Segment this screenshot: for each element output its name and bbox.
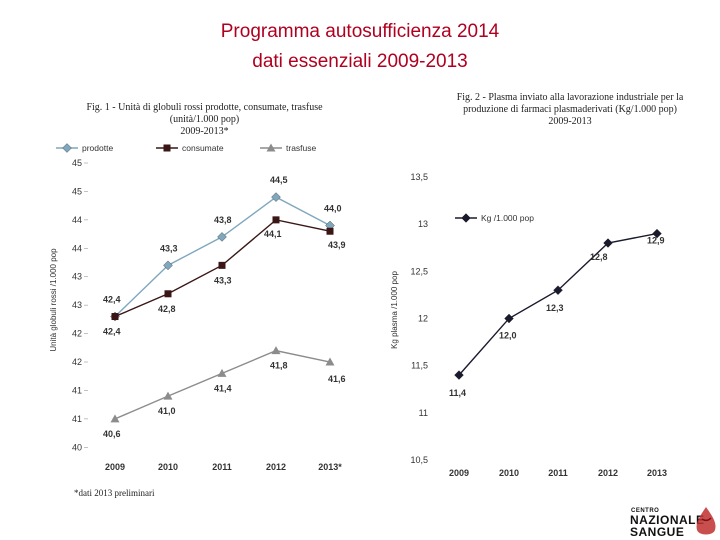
chart2-xtick-label: 2013 xyxy=(647,468,667,478)
fig1-title-line: (unità/1.000 pop) xyxy=(169,114,240,125)
chart2-xtick-label: 2010 xyxy=(499,468,519,478)
chart1-data-point xyxy=(218,261,226,269)
chart1-xtick-label: 2009 xyxy=(105,462,125,472)
legend-marker-kg xyxy=(461,213,471,223)
chart2-data-label: 12,8 xyxy=(590,252,608,262)
chart1-data-label: 41,6 xyxy=(328,374,346,384)
chart1-data-label: 43,3 xyxy=(214,275,232,285)
chart1-xtick-label: 2013* xyxy=(318,462,342,472)
chart1-data-label: 40,6 xyxy=(103,429,121,439)
chart1-data-label: 44,0 xyxy=(324,204,342,214)
legend-label-trasfuse: trasfuse xyxy=(286,143,317,153)
chart1-data-label: 41,8 xyxy=(270,361,288,371)
chart1-xtick-label: 2011 xyxy=(212,462,232,472)
legend-label-prodotte: prodotte xyxy=(82,143,113,153)
chart1-data-point xyxy=(271,346,281,355)
chart2-data-point xyxy=(454,370,464,380)
slide-title-line1: Programma autosufficienza 2014 xyxy=(220,21,500,42)
chart2-data-label: 12,0 xyxy=(499,331,517,341)
chart1-data-label: 41,4 xyxy=(214,383,232,393)
chart2-ytick-label: 11,5 xyxy=(411,361,428,371)
chart2-xtick-label: 2011 xyxy=(548,468,568,478)
chart2-ylabel: Kg plasma /1.000 pop xyxy=(390,271,399,349)
chart2-ytick-label: 12,5 xyxy=(410,266,428,276)
chart1-ytick-label: 43 xyxy=(72,272,82,282)
chart1-ylabel: Unità globuli rossi /1.000 pop xyxy=(49,248,58,352)
chart1-data-label: 42,4 xyxy=(103,327,121,337)
logo-drop-icon xyxy=(696,507,716,535)
chart2-data-point xyxy=(652,228,662,239)
fig2-title-line: produzione di farmaci plasmaderivati (Kg… xyxy=(463,104,677,115)
chart1-ytick-label: 43 xyxy=(72,300,82,310)
chart1-data-point xyxy=(110,414,120,423)
chart1-ytick-label: 42 xyxy=(72,329,82,339)
chart1-data-label: 41,0 xyxy=(158,406,176,416)
logo-text-line1: NAZIONALE xyxy=(630,513,705,527)
chart2-data-label: 11,4 xyxy=(449,388,466,398)
chart2-data-point xyxy=(504,313,514,324)
legend-marker-consumate xyxy=(163,144,171,152)
chart2-ytick-label: 11 xyxy=(419,408,428,418)
chart1-xtick-label: 2010 xyxy=(158,462,178,472)
chart2-ytick-label: 12 xyxy=(418,314,428,324)
footnote: *dati 2013 preliminari xyxy=(74,488,155,498)
chart1-data-point xyxy=(272,216,280,224)
chart1-data-label: 42,4 xyxy=(103,295,121,305)
chart1-data-point xyxy=(271,192,281,202)
fig1-title: Fig. 1 - Unità di globuli rossi prodotte… xyxy=(82,102,327,138)
chart2-xtick-label: 2009 xyxy=(449,468,469,478)
chart1-data-label: 43,3 xyxy=(160,243,178,253)
chart2-ytick-label: 13,5 xyxy=(410,172,428,182)
chart2-xtick-label: 2012 xyxy=(598,468,618,478)
chart2-ytick-label: 10,5 xyxy=(410,455,428,465)
chart1-ytick-label: 41 xyxy=(72,385,82,395)
chart1-data-label: 42,8 xyxy=(158,304,176,314)
chart2-data-label: 12,3 xyxy=(546,303,564,313)
chart1-data-point xyxy=(326,227,334,235)
chart1-data-label: 44,1 xyxy=(264,229,282,239)
chart2-data-point xyxy=(603,238,613,248)
fig2-title: Fig. 2 - Plasma inviato alla lavorazione… xyxy=(452,92,688,128)
fig1-title-line: Fig. 1 - Unità di globuli rossi prodotte… xyxy=(86,102,323,113)
chart2-data-label: 12,9 xyxy=(647,236,665,246)
chart1-data-point xyxy=(217,232,227,242)
legend-label-consumate: consumate xyxy=(182,143,224,153)
chart1-data-point xyxy=(163,260,173,271)
chart1-ytick-label: 44 xyxy=(72,243,82,253)
fig2-title-line: 2009-2013 xyxy=(548,116,592,127)
logo-small-text: CENTRO xyxy=(631,508,660,514)
chart1-ytick-label: 45 xyxy=(72,186,82,196)
chart1-data-point xyxy=(325,357,335,366)
chart1-data-label: 44,5 xyxy=(270,175,288,185)
chart1-data-label: 43,8 xyxy=(214,215,232,225)
slide-title-line2: dati essenziali 2009-2013 xyxy=(252,51,468,72)
chart1-ytick-label: 41 xyxy=(72,414,82,424)
chart1-data-point xyxy=(164,290,172,298)
fig2-title-line: Fig. 2 - Plasma inviato alla lavorazione… xyxy=(456,92,684,103)
legend-marker-trasfuse xyxy=(266,143,276,152)
chart1-data-label: 43,9 xyxy=(328,240,346,250)
legend-marker-prodotte xyxy=(62,143,72,153)
chart1-data-point xyxy=(217,368,227,377)
legend-label-kg: Kg /1.000 pop xyxy=(481,213,534,223)
chart1-ytick-label: 42 xyxy=(72,357,82,367)
chart1-data-point xyxy=(163,391,173,400)
chart1-ytick-label: 45 xyxy=(72,158,82,168)
chart2-data-point xyxy=(553,285,563,295)
chart1-ytick-label: 40 xyxy=(72,442,82,452)
chart1-data-point xyxy=(111,313,119,321)
fig1-title-line: 2009-2013* xyxy=(180,126,229,137)
logo-text-line2: SANGUE xyxy=(630,525,685,539)
chart2-ytick-label: 13 xyxy=(418,219,428,229)
chart1-ytick-label: 44 xyxy=(72,215,82,225)
chart1-xtick-label: 2012 xyxy=(266,462,286,472)
